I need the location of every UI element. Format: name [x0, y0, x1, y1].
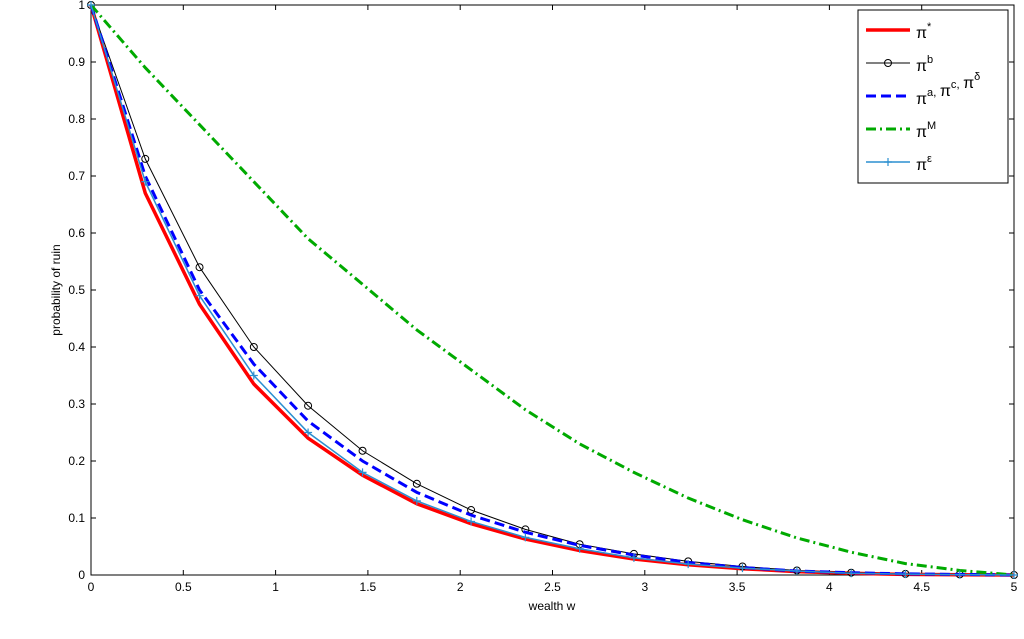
x-tick-label: 2.5: [544, 580, 561, 594]
y-tick-label: 0.5: [68, 283, 85, 297]
point-marker: [684, 560, 693, 569]
x-tick-label: 1.5: [360, 580, 377, 594]
legend-label: πb: [916, 54, 933, 75]
legend-superscript: δ: [974, 71, 980, 83]
x-tick-label: 0.5: [175, 580, 192, 594]
point-marker: [87, 1, 95, 9]
legend-superscript: a: [927, 87, 934, 99]
point-marker: [358, 468, 367, 477]
y-tick-label: 0.9: [68, 55, 85, 69]
y-tick-label: 0.6: [68, 226, 85, 240]
legend-symbol: π: [963, 75, 974, 92]
series-line: [89, 4, 1015, 577]
legend-superscript: M: [927, 120, 936, 132]
legend-marker: [884, 158, 892, 166]
point-marker: [521, 533, 530, 542]
x-tick-label: 0: [88, 580, 95, 594]
x-tick-label: 3.5: [729, 580, 746, 594]
point-marker: [1010, 571, 1018, 579]
x-tick-label: 2: [457, 580, 464, 594]
y-tick-label: 0.2: [68, 454, 85, 468]
point-marker: [412, 479, 421, 488]
legend-symbol: π: [940, 83, 951, 100]
point-marker: [141, 177, 150, 186]
legend-label: πε: [916, 153, 932, 174]
x-tick-label: 1: [272, 580, 279, 594]
point-marker: [412, 496, 421, 505]
point-marker: [955, 570, 964, 579]
y-tick-label: 0.4: [68, 340, 85, 354]
point-marker: [249, 371, 258, 380]
legend-symbol: π: [916, 157, 927, 174]
point-marker: [629, 553, 638, 562]
legend-sep: ,: [956, 77, 963, 91]
point-marker: [738, 564, 747, 573]
x-tick-label: 4: [826, 580, 833, 594]
legend-label: πM: [916, 120, 936, 141]
point-marker: [575, 544, 584, 553]
legend-symbol: π: [916, 91, 927, 108]
y-tick-label: 0.1: [68, 511, 85, 525]
series-line: [90, 4, 1015, 576]
legend-superscript: *: [927, 21, 932, 33]
legend-superscript: c: [951, 79, 957, 91]
legend-sep: ,: [933, 85, 940, 99]
y-tick-label: 1: [78, 0, 85, 12]
point-marker: [249, 343, 258, 351]
x-tick-label: 4.5: [913, 580, 930, 594]
x-tick-label: 3: [641, 580, 648, 594]
legend-label: π*: [916, 21, 932, 42]
legend-superscript: b: [927, 54, 933, 66]
point-marker: [304, 401, 313, 410]
y-axis-label: probability of ruin: [49, 244, 63, 335]
legend-superscript: ε: [927, 153, 932, 165]
y-tick-label: 0: [78, 568, 85, 582]
legend-label: πa, πc, πδ: [916, 71, 980, 108]
series-line: [89, 4, 1015, 577]
point-marker: [792, 567, 801, 576]
point-marker: [195, 291, 204, 300]
point-marker: [195, 263, 204, 272]
y-tick-label: 0.3: [68, 397, 85, 411]
point-marker: [847, 569, 856, 578]
point-marker: [901, 570, 910, 579]
point-marker: [141, 154, 150, 163]
y-tick-label: 0.8: [68, 112, 85, 126]
point-marker: [304, 428, 313, 437]
x-axis-label: wealth w: [528, 599, 576, 613]
legend-symbol: π: [916, 25, 927, 42]
point-marker: [467, 517, 476, 526]
y-tick-label: 0.7: [68, 169, 85, 183]
legend-symbol: π: [916, 124, 927, 141]
legend-marker: [884, 59, 892, 67]
x-tick-label: 5: [1011, 580, 1018, 594]
point-marker: [467, 506, 476, 515]
point-marker: [358, 446, 367, 455]
legend-symbol: π: [916, 58, 927, 75]
